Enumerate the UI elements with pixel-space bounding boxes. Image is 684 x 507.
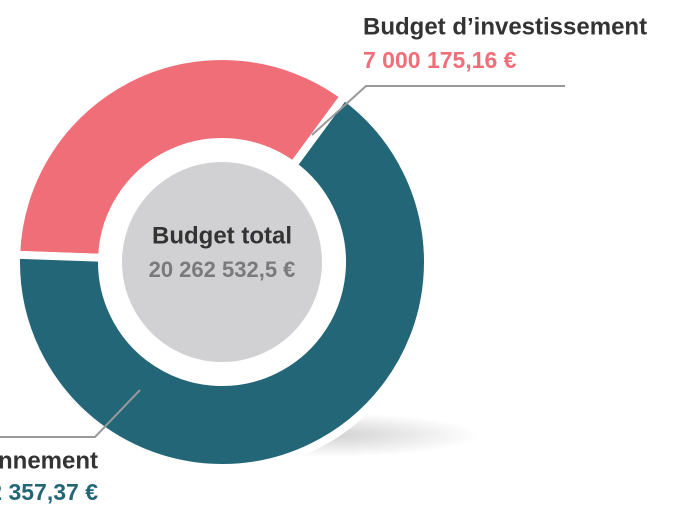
slice-value-label: 13 262 357,37 € — [0, 479, 98, 505]
leader-line — [0, 389, 141, 438]
center-total: 20 262 532,5 € — [149, 257, 296, 282]
center-disc — [122, 162, 322, 362]
center-title: Budget total — [152, 222, 292, 249]
donut-slice — [11, 52, 350, 262]
donut-slice — [12, 90, 432, 472]
slice-label: Budget d’investissement — [363, 13, 647, 40]
leader-line — [311, 85, 565, 136]
slice-value-label: 7 000 175,16 € — [363, 47, 517, 73]
slice-label: Budget de fonctionnement — [0, 447, 98, 474]
